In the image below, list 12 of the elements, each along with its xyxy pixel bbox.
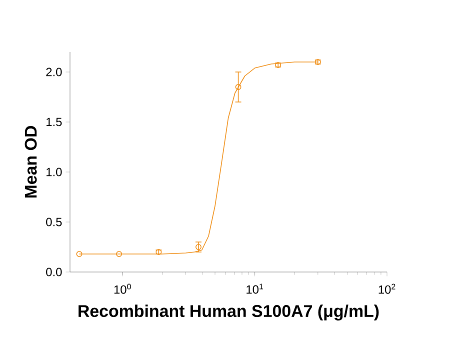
y-tick-label: 1.0: [46, 168, 62, 176]
y-axis-title: Mean OD: [24, 126, 37, 198]
point: [116, 251, 122, 257]
x-tick-label: 10$^{0}$: [114, 284, 131, 294]
point: [195, 244, 202, 250]
y-tick-label: 2.0: [46, 68, 62, 76]
x-tick-label: 10$^{2}$: [378, 284, 396, 294]
y-tick-label: 0.0: [46, 268, 62, 276]
x-axis-title: Recombinant Human S100A7 (μg/mL): [78, 304, 379, 320]
x-tick-label: 10$^{1}$: [246, 284, 264, 294]
y-tick-label: 0.5: [46, 218, 62, 226]
y-tick-label: 1.5: [46, 118, 62, 126]
